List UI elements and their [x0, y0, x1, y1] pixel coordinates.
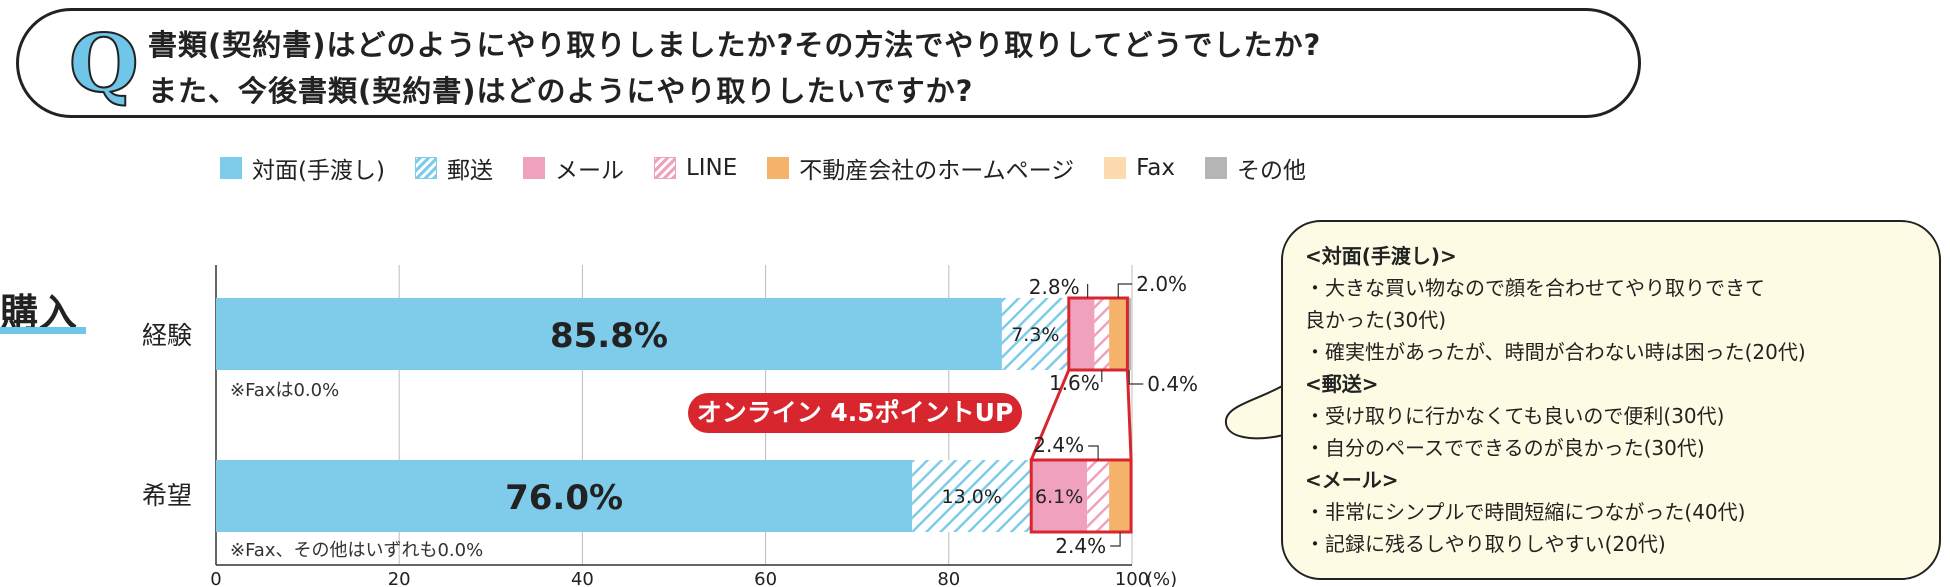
x-tick-label: 60: [754, 569, 777, 587]
bar-label-hp: 2.4%: [1055, 534, 1106, 558]
note-hope: ※Fax、その他はいずれも0.0%: [230, 540, 484, 561]
bar-label-line: 2.4%: [1033, 433, 1084, 457]
legend-item: Fax: [1104, 155, 1175, 181]
row-label-hope: 希望: [142, 481, 193, 510]
legend-swatch-icon: [1204, 157, 1227, 179]
x-tick-label: 0: [210, 569, 221, 587]
x-tick-label: 20: [388, 569, 411, 587]
comment-item: ・受け取りに行かなくても良いので便利(30代): [1305, 404, 1725, 428]
bar-segment: [1068, 298, 1095, 370]
legend-item: その他: [1204, 151, 1306, 185]
x-unit-label: (%): [1146, 569, 1177, 587]
legend-swatch-icon: [220, 157, 242, 179]
comment-heading: <対面(手渡し)>: [1305, 244, 1457, 268]
comment-heading: <郵送>: [1305, 372, 1379, 396]
bubble-tail: [1224, 384, 1285, 440]
bar-segment: [1094, 298, 1110, 370]
x-tick-label: 80: [937, 569, 960, 587]
online-outline-experience: [1067, 296, 1129, 372]
bar-label-postal: 13.0%: [942, 486, 1002, 508]
chart-legend: 対面(手渡し) 郵送 メール LINE 不動産会社のホームページ Fax その他: [220, 150, 1336, 186]
leader-line: [1088, 445, 1099, 460]
bar-segment: [1001, 298, 1069, 370]
legend-item: 対面(手渡し): [220, 151, 385, 185]
legend-label: LINE: [685, 155, 738, 181]
legend-swatch-icon: [414, 157, 437, 179]
legend-swatch-icon: [653, 157, 676, 179]
legend-item: 郵送: [414, 151, 493, 185]
comment-heading: <メール>: [1305, 468, 1399, 492]
leader-line: [1110, 532, 1121, 547]
legend-item: メール: [522, 151, 624, 185]
comment-item: ・記録に残るしやり取りしやすい(20代): [1305, 532, 1666, 556]
bar-segment: [1087, 460, 1110, 532]
row-label-experience: 経験: [142, 321, 193, 350]
bar-label-postal: 7.3%: [1011, 324, 1059, 346]
legend-label: Fax: [1136, 155, 1175, 181]
online-connector-right: [1125, 369, 1133, 461]
online-outline-hope: [1029, 458, 1133, 534]
comment-bubble: [1281, 220, 1941, 580]
bar-segment: [216, 460, 913, 532]
comment-item: 良かった(30代): [1305, 308, 1447, 332]
legend-label: その他: [1236, 158, 1306, 184]
question-line-1: 書類(契約書)はどのようにやり取りしましたか?その方法でやり取りしてどうでしたか…: [148, 28, 1322, 62]
comment-item: ・自分のペースでできるのが良かった(30代): [1305, 436, 1705, 460]
leader-line: [1117, 283, 1133, 298]
legend-label: 郵送: [446, 158, 493, 184]
legend-label: メール: [554, 158, 624, 184]
online-up-badge: オンライン 4.5ポイントUP: [688, 393, 1022, 433]
bar-label-main: 76.0%: [505, 478, 623, 518]
legend-item: LINE: [653, 155, 738, 181]
bar-label-hp: 2.0%: [1136, 272, 1187, 296]
online-connector-left: [1029, 369, 1071, 461]
comment-item: ・非常にシンプルで時間短縮につながった(40代): [1305, 500, 1746, 524]
bar-label-mail: 6.1%: [1035, 486, 1083, 508]
question-box: Q: [16, 8, 1641, 118]
bar-label-mail: 2.8%: [1029, 275, 1080, 299]
section-underline: [0, 327, 86, 334]
question-line-2: また、今後書類(契約書)はどのようにやり取りしたいですか?: [148, 74, 974, 108]
legend-swatch-icon: [767, 157, 790, 179]
legend-item: 不動産会社のホームページ: [767, 151, 1074, 185]
bar-segment: [1127, 298, 1132, 370]
bar-segment: [1109, 298, 1128, 370]
bar-segment: [1109, 460, 1132, 532]
note-experience: ※Faxは0.0%: [230, 380, 340, 401]
legend-label: 対面(手渡し): [252, 158, 385, 184]
x-tick-label: 40: [571, 569, 594, 587]
comment-item: ・確実性があったが、時間が合わない時は困った(20代): [1305, 340, 1806, 364]
bar-segment: [1031, 460, 1088, 532]
legend-label: 不動産会社のホームページ: [799, 158, 1075, 184]
bar-label-other: 0.4%: [1147, 372, 1198, 396]
q-mark-icon: Q: [68, 16, 140, 110]
bar-label-line: 1.6%: [1049, 371, 1100, 395]
comment-list: <対面(手渡し)> ・大きな買い物なので顔を合わせてやり取りできて 良かった(30代…: [1305, 240, 1806, 560]
leader-line: [1128, 370, 1144, 385]
legend-swatch-icon: [522, 157, 545, 179]
legend-swatch-icon: [1104, 157, 1127, 179]
bar-label-main: 85.8%: [550, 316, 668, 356]
x-tick-label: 100: [1115, 569, 1149, 587]
comment-item: ・大きな買い物なので顔を合わせてやり取りできて: [1305, 276, 1765, 300]
bar-segment: [912, 460, 1032, 532]
bar-segment: [216, 298, 1002, 370]
